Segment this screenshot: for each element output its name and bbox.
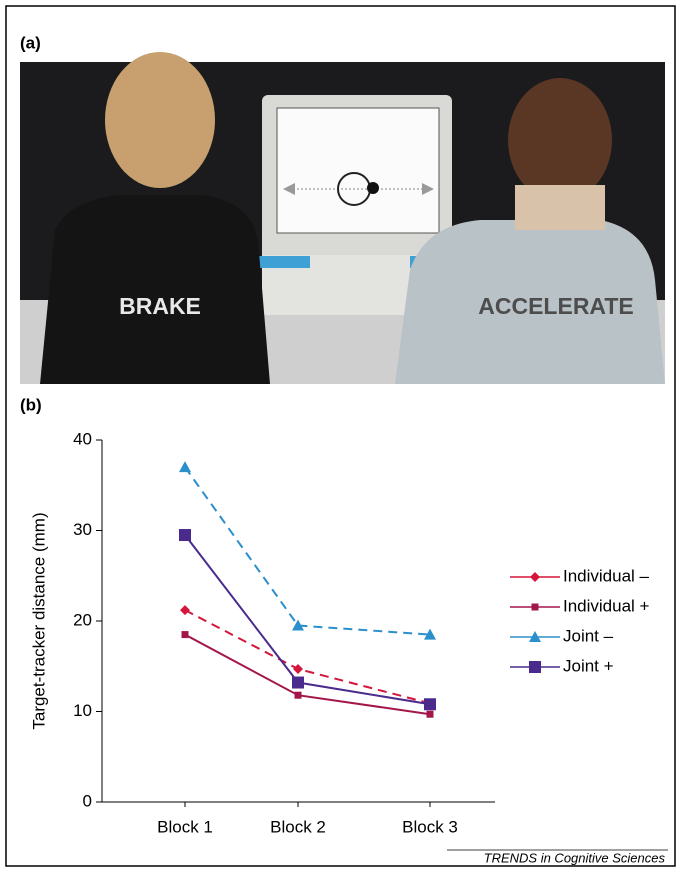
marker — [424, 698, 436, 710]
marker — [179, 529, 191, 541]
shirt-label: BRAKE — [119, 293, 201, 319]
panel-label: (a) — [20, 33, 41, 52]
x-tick-label: Block 2 — [270, 817, 326, 836]
y-axis-label: Target-tracker distance (mm) — [29, 512, 48, 729]
shirt-label: ACCELERATE — [478, 293, 633, 319]
legend-label: Joint – — [563, 626, 614, 645]
marker — [182, 631, 189, 638]
footer: TRENDS in Cognitive Sciences — [484, 850, 666, 865]
x-tick-label: Block 1 — [157, 817, 213, 836]
marker — [295, 692, 302, 699]
marker — [292, 677, 304, 689]
x-tick-label: Block 3 — [402, 817, 458, 836]
y-tick-label: 40 — [73, 429, 92, 448]
legend-label: Joint + — [563, 656, 614, 675]
panel-label: (b) — [20, 395, 42, 414]
marker — [529, 661, 541, 673]
marker — [532, 604, 539, 611]
y-tick-label: 20 — [73, 610, 92, 629]
legend-label: Individual – — [563, 566, 650, 585]
marker — [427, 711, 434, 718]
legend-label: Individual + — [563, 596, 650, 615]
y-tick-label: 0 — [83, 791, 92, 810]
y-tick-label: 10 — [73, 701, 92, 720]
figure: (a) BRAKE ACCELERATE (b) Target-tracker … — [0, 0, 681, 872]
photo — [20, 52, 665, 384]
y-tick-label: 30 — [73, 520, 92, 539]
